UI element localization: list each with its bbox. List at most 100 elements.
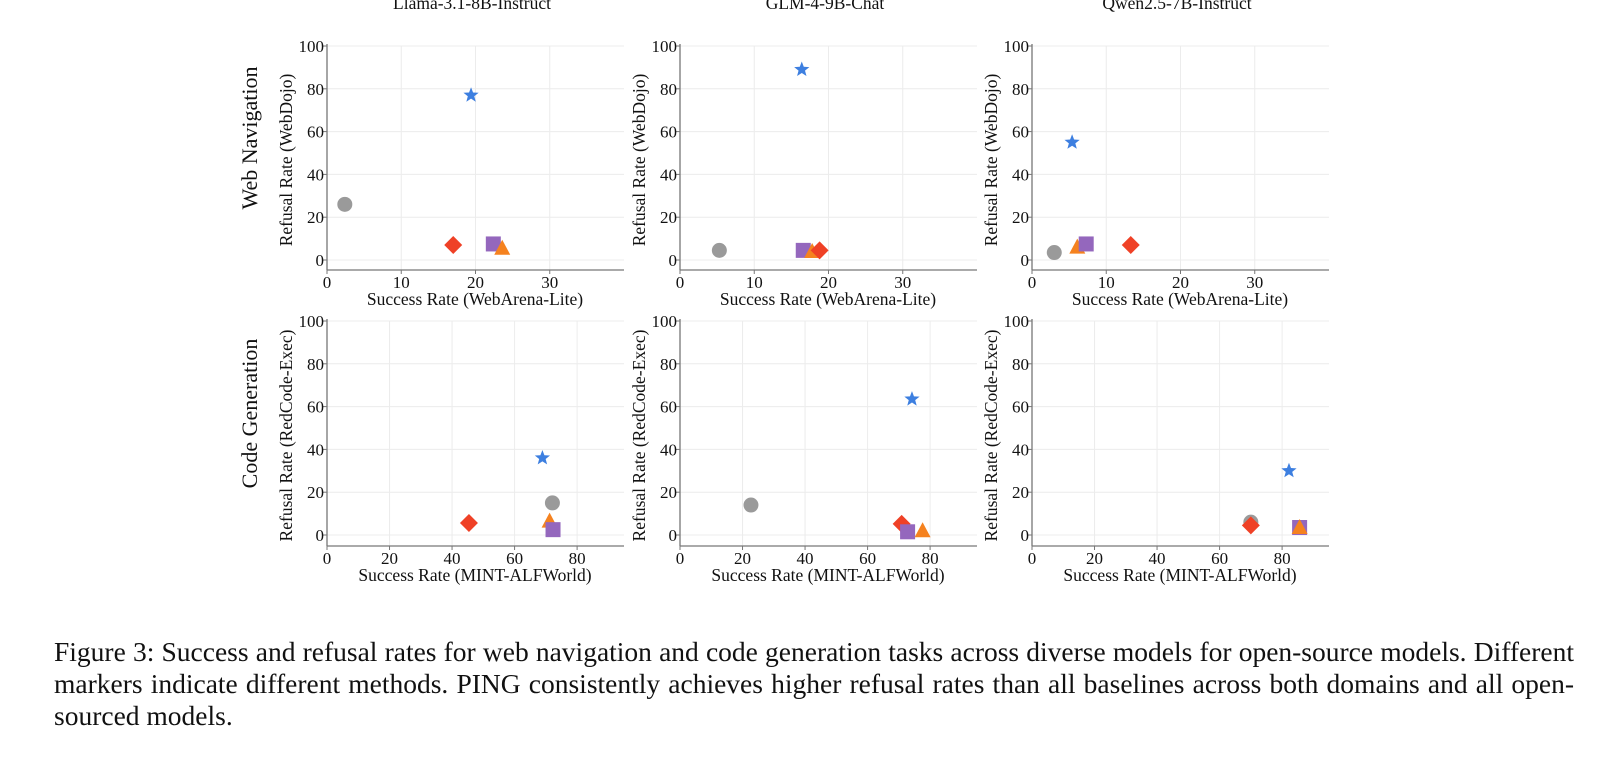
y-tick-label: 100 [652, 312, 678, 331]
scatter-panel-4: 0 20 40 60 80 0 20 40 60 80 100 Success Rate (MINT-… [237, 312, 624, 585]
x-tick-label: 10 [393, 273, 410, 292]
y-tick-label: 0 [316, 526, 325, 545]
y-tick-label: 60 [1012, 123, 1029, 142]
x-tick-label: 0 [676, 549, 685, 568]
y-tick-label: 0 [669, 526, 678, 545]
y-axis-label: Refusal Rate (RedCode-Exec) [629, 329, 649, 541]
data-point-circle [711, 242, 727, 258]
y-tick-label: 40 [1012, 440, 1029, 459]
y-axis-label: Refusal Rate (RedCode-Exec) [981, 329, 1001, 541]
x-axis-label: Success Rate (MINT-ALFWorld) [711, 565, 944, 585]
data-point-star [904, 391, 920, 406]
row-label: Code Generation [237, 339, 262, 489]
y-tick-label: 20 [660, 483, 677, 502]
y-axis-label: Refusal Rate (WebDojo) [981, 74, 1001, 247]
scatter-panel-5: 0 20 40 60 80 0 20 40 60 80 100 Success Rate (MINT-… [629, 312, 977, 585]
data-point-diamond [1241, 516, 1260, 535]
y-tick-label: 100 [1004, 37, 1030, 56]
data-point-diamond [459, 514, 478, 533]
y-tick-label: 80 [660, 355, 677, 374]
data-point-star [1064, 134, 1080, 149]
y-tick-label: 0 [1021, 526, 1030, 545]
x-tick-label: 0 [1028, 549, 1037, 568]
x-tick-label: 10 [746, 273, 763, 292]
y-tick-label: 80 [307, 355, 324, 374]
scatter-panel-3: 0 10 20 30 0 20 40 60 80 100 Success Rate (WebAren… [981, 0, 1329, 309]
y-tick-label: 80 [1012, 355, 1029, 374]
y-axis-label: Refusal Rate (RedCode-Exec) [276, 329, 296, 541]
y-tick-label: 40 [307, 165, 324, 184]
data-point-circle [743, 497, 759, 513]
x-tick-label: 40 [444, 549, 461, 568]
data-point-star [1281, 462, 1297, 478]
data-point-triangle [1291, 519, 1308, 535]
panel-title: Llama-3.1-8B-Instruct [393, 0, 551, 13]
x-tick-label: 80 [569, 549, 586, 568]
y-axis-label: Refusal Rate (WebDojo) [276, 74, 296, 247]
y-tick-label: 40 [660, 440, 677, 459]
y-tick-label: 20 [307, 483, 324, 502]
y-tick-label: 80 [307, 80, 324, 99]
y-tick-label: 60 [660, 398, 677, 417]
y-tick-label: 80 [1012, 80, 1029, 99]
x-tick-label: 0 [676, 273, 685, 292]
x-tick-label: 20 [1086, 549, 1103, 568]
x-tick-label: 20 [734, 549, 751, 568]
y-tick-label: 40 [660, 165, 677, 184]
y-tick-label: 20 [660, 208, 677, 227]
x-tick-label: 40 [1149, 549, 1166, 568]
y-tick-label: 60 [1012, 398, 1029, 417]
x-tick-label: 60 [1211, 549, 1228, 568]
data-point-circle [337, 196, 353, 212]
data-point-square [1078, 236, 1094, 252]
x-tick-label: 20 [381, 549, 398, 568]
y-tick-label: 100 [299, 37, 325, 56]
data-point-square [485, 236, 501, 252]
x-tick-label: 30 [541, 273, 558, 292]
figure-caption: Figure 3: Success and refusal rates for … [54, 636, 1574, 731]
x-tick-label: 80 [922, 549, 939, 568]
data-point-circle [1046, 245, 1062, 261]
y-tick-label: 100 [652, 37, 678, 56]
data-point-circle [544, 495, 560, 511]
panel-title: GLM-4-9B-Chat [766, 0, 885, 13]
x-tick-label: 30 [894, 273, 911, 292]
data-point-star [463, 87, 479, 102]
y-tick-label: 60 [307, 123, 324, 142]
x-tick-label: 60 [506, 549, 523, 568]
x-tick-label: 10 [1098, 273, 1115, 292]
x-axis-label: Success Rate (WebArena-Lite) [720, 289, 936, 309]
y-tick-label: 0 [1021, 251, 1030, 270]
y-axis-label: Refusal Rate (WebDojo) [629, 74, 649, 247]
x-tick-label: 0 [323, 549, 332, 568]
y-tick-label: 40 [1012, 165, 1029, 184]
x-tick-label: 0 [1028, 273, 1037, 292]
x-tick-label: 30 [1246, 273, 1263, 292]
data-point-star [534, 449, 551, 465]
x-axis-label: Success Rate (MINT-ALFWorld) [358, 565, 591, 585]
y-tick-label: 80 [660, 80, 677, 99]
y-tick-label: 0 [669, 251, 678, 270]
scatter-panel-6: 0 20 40 60 80 0 20 40 60 80 100 Success Rate (MINT-… [981, 312, 1329, 585]
y-tick-label: 0 [316, 251, 325, 270]
y-tick-label: 60 [660, 123, 677, 142]
data-point-star [794, 61, 810, 77]
x-tick-label: 60 [859, 549, 876, 568]
data-point-square [900, 524, 916, 540]
scatter-panel-1: 0 10 20 30 0 20 40 60 80 100 Success Rate (WebAren… [237, 0, 624, 309]
x-tick-label: 20 [467, 273, 484, 292]
x-tick-label: 40 [797, 549, 814, 568]
y-tick-label: 20 [307, 208, 324, 227]
x-axis-label: Success Rate (WebArena-Lite) [367, 289, 583, 309]
x-axis-label: Success Rate (WebArena-Lite) [1072, 289, 1288, 309]
x-tick-label: 80 [1274, 549, 1291, 568]
panel-title: Qwen2.5-7B-Instruct [1102, 0, 1251, 13]
data-point-triangle [494, 239, 511, 255]
y-tick-label: 100 [1004, 312, 1030, 331]
y-tick-label: 40 [307, 440, 324, 459]
data-point-triangle [914, 522, 931, 538]
y-tick-label: 20 [1012, 208, 1029, 227]
y-tick-label: 100 [299, 312, 325, 331]
data-point-diamond [444, 236, 463, 255]
